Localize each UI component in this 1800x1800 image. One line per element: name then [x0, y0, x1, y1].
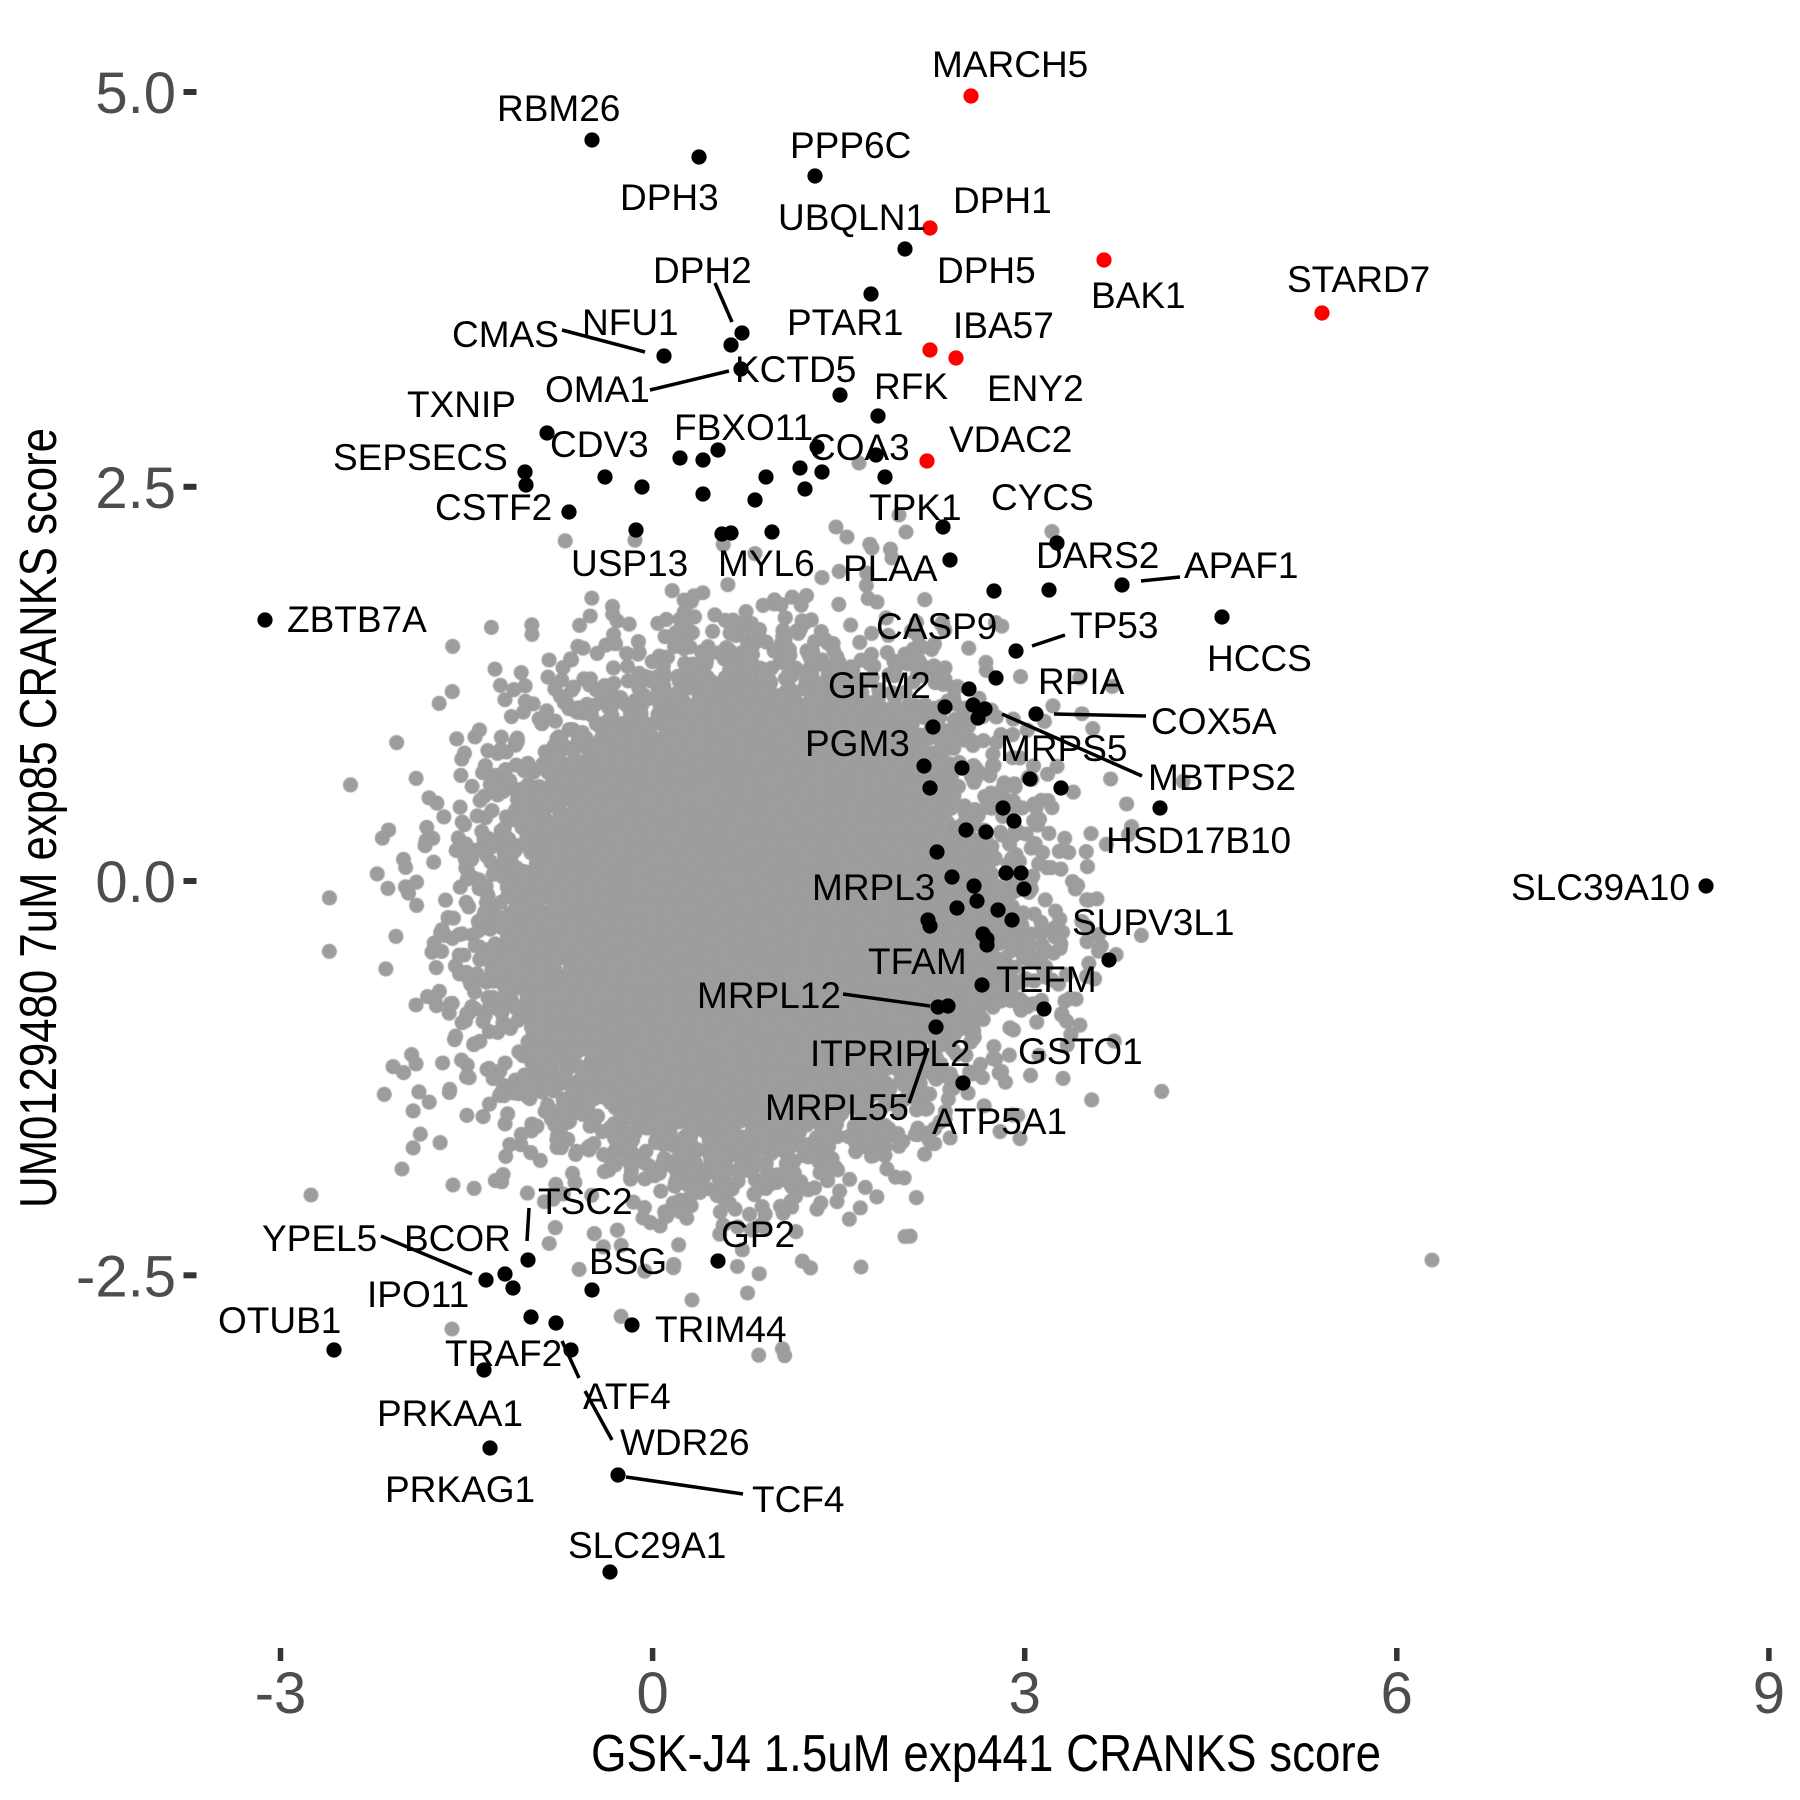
svg-text:MARCH5: MARCH5 — [932, 44, 1088, 85]
svg-text:9: 9 — [1753, 1661, 1785, 1726]
svg-text:BSG: BSG — [589, 1241, 667, 1282]
svg-text:CDV3: CDV3 — [550, 424, 649, 465]
svg-text:DPH2: DPH2 — [653, 250, 752, 291]
svg-text:PRKAA1: PRKAA1 — [377, 1393, 523, 1434]
svg-text:SLC29A1: SLC29A1 — [568, 1525, 726, 1566]
svg-text:PRKAG1: PRKAG1 — [385, 1469, 535, 1510]
svg-text:CASP9: CASP9 — [876, 606, 997, 647]
svg-text:MRPS5: MRPS5 — [1000, 728, 1127, 769]
svg-text:BCOR: BCOR — [404, 1218, 511, 1259]
svg-text:GFM2: GFM2 — [828, 665, 931, 706]
svg-text:WDR26: WDR26 — [620, 1422, 750, 1463]
svg-text:STARD7: STARD7 — [1287, 259, 1430, 300]
svg-text:5.0: 5.0 — [95, 61, 176, 126]
svg-text:HCCS: HCCS — [1207, 638, 1312, 679]
svg-text:GSTO1: GSTO1 — [1018, 1031, 1143, 1072]
svg-text:ATP5A1: ATP5A1 — [932, 1101, 1067, 1142]
svg-text:SUPV3L1: SUPV3L1 — [1072, 902, 1235, 943]
svg-text:HSD17B10: HSD17B10 — [1106, 820, 1291, 861]
svg-text:DARS2: DARS2 — [1036, 535, 1159, 576]
svg-text:RPIA: RPIA — [1038, 661, 1125, 702]
svg-text:RFK: RFK — [874, 366, 948, 407]
svg-text:UM0129480 7uM exp85 CRANKS sco: UM0129480 7uM exp85 CRANKS score — [10, 428, 68, 1208]
svg-text:RBM26: RBM26 — [497, 88, 620, 129]
svg-text:3: 3 — [1009, 1661, 1041, 1726]
svg-text:IBA57: IBA57 — [953, 305, 1054, 346]
svg-text:IPO11: IPO11 — [367, 1274, 469, 1315]
svg-text:NFU1: NFU1 — [582, 302, 679, 343]
svg-text:VDAC2: VDAC2 — [949, 419, 1072, 460]
svg-text:-2.5: -2.5 — [76, 1244, 176, 1309]
svg-text:GSK-J4 1.5uM exp441 CRANKS sco: GSK-J4 1.5uM exp441 CRANKS score — [591, 1725, 1381, 1783]
svg-text:MYL6: MYL6 — [718, 543, 815, 584]
svg-text:CSTF2: CSTF2 — [435, 487, 552, 528]
svg-text:6: 6 — [1381, 1661, 1413, 1726]
svg-text:APAF1: APAF1 — [1184, 545, 1298, 586]
svg-text:OMA1: OMA1 — [545, 369, 650, 410]
svg-text:0: 0 — [636, 1661, 668, 1726]
svg-text:MRPL55: MRPL55 — [765, 1087, 909, 1128]
svg-text:TRIM44: TRIM44 — [655, 1309, 787, 1350]
svg-text:COX5A: COX5A — [1151, 701, 1277, 742]
svg-text:OTUB1: OTUB1 — [218, 1300, 341, 1341]
svg-text:ITPRIPL2: ITPRIPL2 — [810, 1033, 970, 1074]
svg-text:PTAR1: PTAR1 — [787, 302, 904, 343]
svg-text:DPH3: DPH3 — [620, 177, 719, 218]
svg-text:TSC2: TSC2 — [538, 1181, 633, 1222]
svg-text:TP53: TP53 — [1070, 605, 1158, 646]
svg-text:BAK1: BAK1 — [1091, 275, 1186, 316]
svg-text:CMAS: CMAS — [452, 314, 559, 355]
svg-text:PPP6C: PPP6C — [790, 125, 911, 166]
svg-text:UBQLN1: UBQLN1 — [778, 197, 926, 238]
svg-text:ZBTB7A: ZBTB7A — [287, 599, 427, 640]
svg-text:PGM3: PGM3 — [805, 723, 910, 764]
svg-text:COA3: COA3 — [809, 427, 910, 468]
svg-text:MRPL12: MRPL12 — [697, 975, 841, 1016]
svg-text:MBTPS2: MBTPS2 — [1148, 757, 1296, 798]
svg-text:TEFM: TEFM — [996, 959, 1097, 1000]
svg-text:PLAA: PLAA — [843, 548, 938, 589]
svg-text:DPH1: DPH1 — [953, 180, 1052, 221]
svg-text:ENY2: ENY2 — [987, 368, 1084, 409]
svg-text:TPK1: TPK1 — [869, 487, 962, 528]
svg-text:TFAM: TFAM — [868, 941, 967, 982]
svg-text:TRAF2: TRAF2 — [445, 1333, 562, 1374]
svg-text:-3: -3 — [255, 1661, 307, 1726]
svg-text:SEPSECS: SEPSECS — [333, 437, 508, 478]
svg-text:SLC39A10: SLC39A10 — [1511, 867, 1690, 908]
svg-text:0.0: 0.0 — [95, 850, 176, 915]
svg-text:GP2: GP2 — [721, 1214, 795, 1255]
svg-text:TCF4: TCF4 — [752, 1479, 845, 1520]
svg-text:KCTD5: KCTD5 — [735, 349, 856, 390]
svg-text:FBXO11: FBXO11 — [674, 407, 813, 448]
svg-text:ATF4: ATF4 — [583, 1376, 671, 1417]
svg-text:DPH5: DPH5 — [937, 250, 1036, 291]
svg-text:YPEL5: YPEL5 — [262, 1218, 377, 1259]
svg-text:CYCS: CYCS — [991, 477, 1094, 518]
svg-text:MRPL3: MRPL3 — [812, 867, 935, 908]
svg-text:USP13: USP13 — [571, 543, 688, 584]
svg-text:TXNIP: TXNIP — [407, 384, 516, 425]
svg-text:2.5: 2.5 — [95, 456, 176, 521]
